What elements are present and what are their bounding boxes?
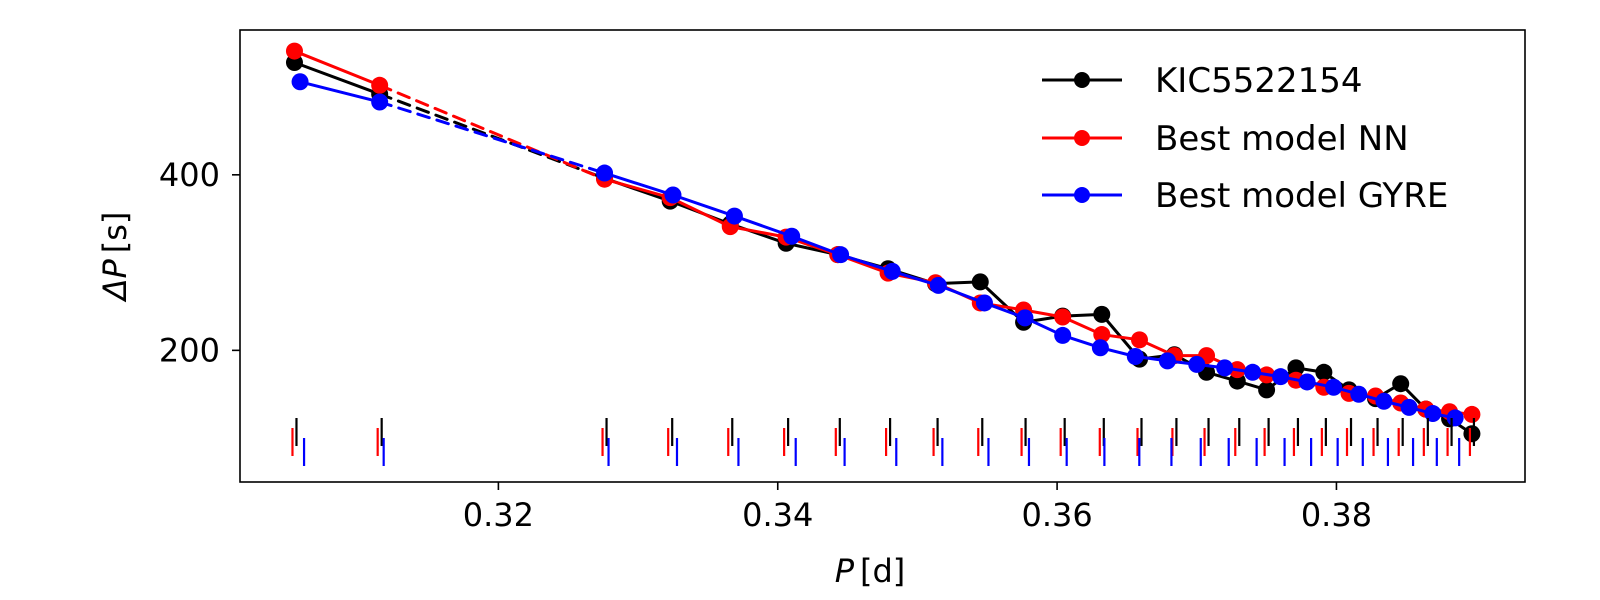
series-line-segment-best-model-gyre xyxy=(732,214,794,238)
plot-frame xyxy=(239,29,1526,483)
x-tick-label: 0.38 xyxy=(1301,496,1372,534)
series-line-segment-best-model-nn xyxy=(728,225,788,239)
series-line-segment-best-model-nn xyxy=(292,49,382,87)
x-axis-label-symbol: P xyxy=(835,552,855,590)
data-point-best-model-gyre xyxy=(1446,409,1464,427)
data-point-best-model-gyre xyxy=(291,73,309,91)
data-point-best-model-nn xyxy=(1463,405,1481,423)
data-point-best-model-gyre xyxy=(832,246,850,264)
series-line-segment-best-model-gyre xyxy=(839,253,894,273)
data-point-best-model-nn xyxy=(285,42,303,60)
data-point-best-model-gyre xyxy=(725,207,743,225)
y-axis-label: ΔP [s] xyxy=(96,212,134,304)
legend-label-kic5522154: KIC5522154 xyxy=(1155,61,1363,101)
legend: KIC5522154 Best model NN Best model GYRE xyxy=(1042,61,1448,216)
y-tick-label: 200 xyxy=(159,331,220,369)
data-point-best-model-gyre xyxy=(1216,359,1234,377)
data-point-best-model-gyre xyxy=(664,186,682,204)
data-point-best-model-gyre xyxy=(1054,326,1072,344)
period-ticks-best-model-nn xyxy=(291,428,1472,456)
data-point-best-model-nn xyxy=(1093,326,1111,344)
data-point-kic5522154 xyxy=(1287,359,1305,377)
data-point-best-model-gyre xyxy=(783,227,801,245)
data-point-best-model-gyre xyxy=(1188,355,1206,373)
data-point-best-model-gyre xyxy=(1244,363,1262,381)
legend-marker-gyre xyxy=(1074,187,1090,203)
series-line-segment-best-model-gyre xyxy=(790,234,843,257)
data-point-best-model-gyre xyxy=(1424,405,1442,423)
axes-layer: 0.32 0.34 0.36 0.38 200 400 xyxy=(159,156,1372,534)
data-point-best-model-gyre xyxy=(1016,309,1034,327)
data-point-best-model-gyre xyxy=(1126,347,1144,365)
legend-label-nn: Best model NN xyxy=(1155,119,1409,159)
legend-marker-nn xyxy=(1074,130,1090,146)
legend-marker-kic5522154 xyxy=(1074,72,1090,88)
series-line-segment-best-model-gyre xyxy=(603,171,675,197)
series-line-segment-best-model-gyre xyxy=(378,100,607,175)
data-point-kic5522154 xyxy=(971,273,989,291)
data-point-best-model-nn xyxy=(1054,308,1072,326)
data-point-best-model-gyre xyxy=(1400,398,1418,416)
series-best-model-gyre xyxy=(291,73,1464,427)
data-point-best-model-nn xyxy=(1131,331,1148,349)
legend-label-gyre: Best model GYRE xyxy=(1155,176,1448,216)
y-tick-label: 400 xyxy=(159,156,220,194)
data-point-best-model-gyre xyxy=(371,93,389,111)
data-point-kic5522154 xyxy=(1392,375,1410,393)
data-point-best-model-gyre xyxy=(1091,339,1109,357)
legend-entry-gyre: Best model GYRE xyxy=(1042,176,1448,216)
data-point-best-model-gyre xyxy=(1158,352,1176,370)
data-point-best-model-gyre xyxy=(975,294,993,312)
data-point-kic5522154 xyxy=(1463,425,1481,443)
x-axis-label-unit: [d] xyxy=(860,552,905,590)
x-tick-label: 0.32 xyxy=(463,496,534,534)
y-axis-label-symbol: ΔP xyxy=(96,259,134,304)
data-point-best-model-nn xyxy=(371,76,389,94)
data-point-best-model-gyre xyxy=(929,276,947,294)
data-point-best-model-gyre xyxy=(883,262,901,280)
data-point-kic5522154 xyxy=(1315,363,1333,381)
series-line-segment-best-model-gyre xyxy=(671,193,736,218)
data-point-best-model-gyre xyxy=(1375,392,1393,410)
x-tick-label: 0.36 xyxy=(1021,496,1092,534)
series-line-segment-best-model-nn xyxy=(378,83,607,181)
legend-entry-kic5522154: KIC5522154 xyxy=(1042,61,1363,101)
x-tick-label: 0.34 xyxy=(742,496,813,534)
period-ticks-best-model-gyre xyxy=(302,438,1461,466)
data-point-best-model-gyre xyxy=(1272,368,1290,386)
series-line-segment-kic5522154 xyxy=(292,60,382,96)
data-point-best-model-gyre xyxy=(1350,385,1368,403)
data-point-kic5522154 xyxy=(1258,381,1276,399)
rug-layer xyxy=(291,418,1476,466)
y-axis-label-unit: [s] xyxy=(96,212,134,254)
series-line-segment-best-model-gyre xyxy=(298,80,382,104)
data-point-best-model-gyre xyxy=(1325,378,1343,396)
period-ticks-kic5522154 xyxy=(295,418,1476,446)
series-line-segment-best-model-nn xyxy=(603,177,672,200)
data-point-kic5522154 xyxy=(1093,305,1111,323)
data-point-best-model-gyre xyxy=(1298,373,1316,391)
data-point-best-model-gyre xyxy=(596,164,614,182)
series-layer xyxy=(285,42,1481,443)
series-line-segment-best-model-nn xyxy=(668,196,732,229)
x-axis-label: P [d] xyxy=(835,552,906,590)
legend-entry-nn: Best model NN xyxy=(1042,119,1409,159)
